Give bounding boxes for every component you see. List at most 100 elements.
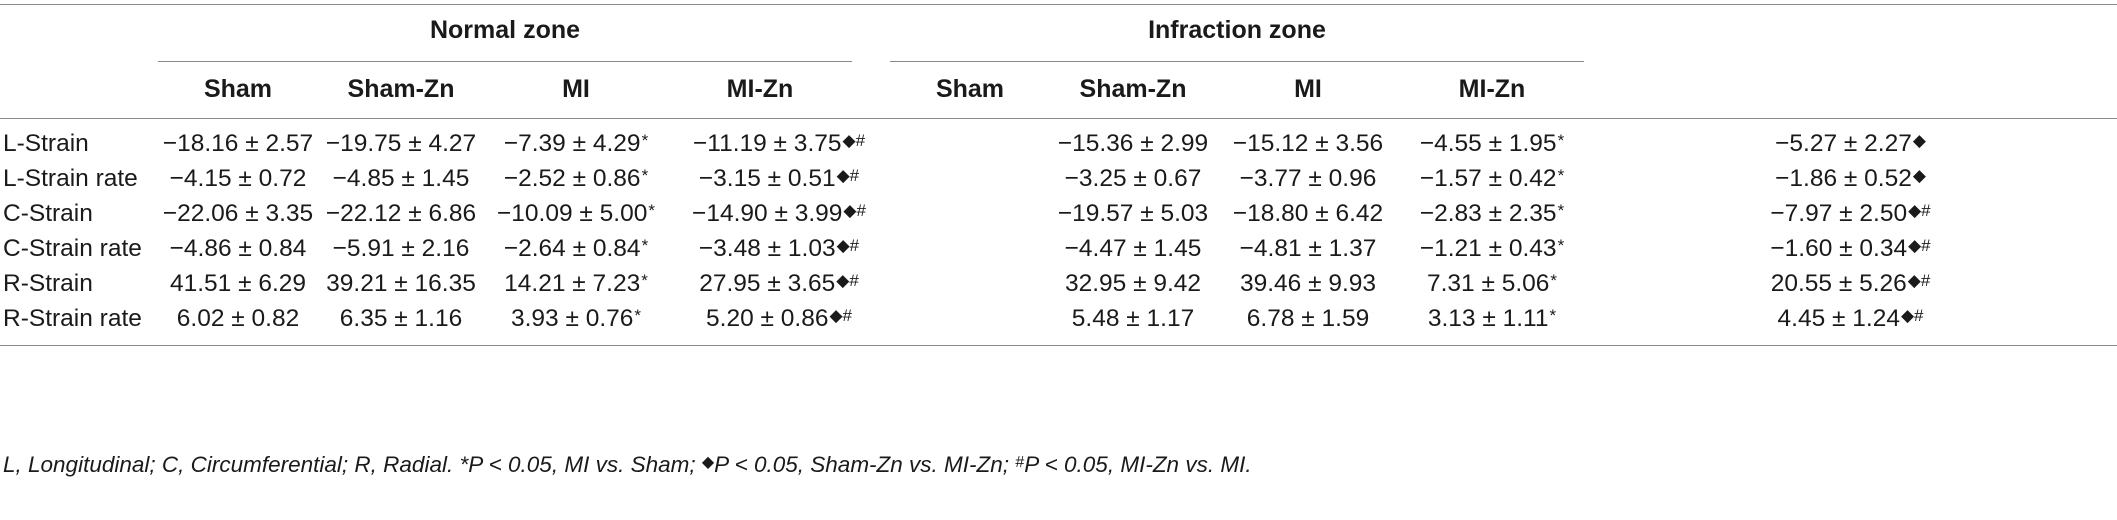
cell-value: 39.46 ± 9.93 xyxy=(1239,269,1377,297)
significance-mark: ◆# xyxy=(843,200,866,220)
table-cell: −18.16 ± 2.57 xyxy=(158,126,318,161)
table-cell: −4.47 ± 1.45 xyxy=(1050,231,1216,266)
cell-value: 27.95 ± 3.65 xyxy=(699,269,836,297)
row-label: C-Strain xyxy=(3,199,93,227)
cell-value: 6.02 ± 0.82 xyxy=(176,304,300,332)
significance-mark: * xyxy=(648,200,655,220)
group-header-normal-zone: Normal zone xyxy=(429,16,581,44)
table-cell: −15.36 ± 2.99 xyxy=(1050,126,1216,161)
table-cell: −18.80 ± 6.42 xyxy=(1216,196,1400,231)
infraction-zone-underline xyxy=(890,61,1584,62)
table-cell: 20.55 ± 5.26◆# xyxy=(1584,266,2117,301)
top-rule xyxy=(0,4,2117,5)
significance-mark: ◆# xyxy=(836,165,860,185)
cell-value: −22.06 ± 3.35 xyxy=(162,199,314,227)
significance-mark: ◆# xyxy=(1908,235,1931,255)
table-row: L-Strain rate −4.15 ± 0.72 −4.85 ± 1.45 −2.… xyxy=(0,161,2117,196)
column-header-mi-zn: MI-Zn xyxy=(1458,75,1526,103)
table-cell: −3.25 ± 0.67 xyxy=(1050,161,1216,196)
table-cell: −1.57 ± 0.42* xyxy=(1400,161,1584,196)
table-cell: −4.55 ± 1.95* xyxy=(1400,126,1584,161)
column-header-sham-zn: Sham-Zn xyxy=(347,75,455,103)
table-cell: 39.21 ± 16.35 xyxy=(318,266,484,301)
row-label: R-Strain rate xyxy=(3,304,142,332)
header-bottom-rule xyxy=(0,118,2117,119)
table-cell: 6.35 ± 1.16 xyxy=(318,301,484,336)
cell-value: −14.90 ± 3.99 xyxy=(692,199,843,227)
table-cell: −2.64 ± 0.84* xyxy=(484,231,668,266)
table-cell: −3.77 ± 0.96 xyxy=(1216,161,1400,196)
table-cell: 4.45 ± 1.24◆# xyxy=(1584,301,2117,336)
cell-value: 6.78 ± 1.59 xyxy=(1246,304,1370,332)
cell-value: 20.55 ± 5.26 xyxy=(1770,269,1907,297)
cell-value: −4.86 ± 0.84 xyxy=(169,234,307,262)
table-cell: −1.60 ± 0.34◆# xyxy=(1584,231,2117,266)
column-gap xyxy=(890,301,1050,336)
column-header-sham: Sham xyxy=(935,75,1005,103)
column-header-mi: MI xyxy=(1294,75,1322,103)
table-cell: −2.52 ± 0.86* xyxy=(484,161,668,196)
table-footnote: L, Longitudinal; C, Circumferential; R, … xyxy=(3,452,1252,478)
column-gap xyxy=(890,161,1050,196)
cell-value: −19.57 ± 5.03 xyxy=(1057,199,1209,227)
column-gap xyxy=(890,266,1050,301)
table-cell: −3.15 ± 0.51◆# xyxy=(668,161,890,196)
cell-value: 3.13 ± 1.11 xyxy=(1427,304,1549,332)
cell-value: −15.12 ± 3.56 xyxy=(1232,129,1384,157)
cell-value: −18.80 ± 6.42 xyxy=(1232,199,1384,227)
table-cell: −19.75 ± 4.27 xyxy=(318,126,484,161)
cell-value: −3.77 ± 0.96 xyxy=(1239,164,1377,192)
table-cell: 5.48 ± 1.17 xyxy=(1050,301,1216,336)
table-cell: −14.90 ± 3.99◆# xyxy=(668,196,890,231)
table-cell: −19.57 ± 5.03 xyxy=(1050,196,1216,231)
cell-value: 5.20 ± 0.86 xyxy=(706,304,829,332)
significance-mark: * xyxy=(641,130,649,150)
cell-value: 41.51 ± 6.29 xyxy=(169,269,307,297)
table-row: L-Strain −18.16 ± 2.57 −19.75 ± 4.27 −7.39 … xyxy=(0,126,2117,161)
cell-value: −18.16 ± 2.57 xyxy=(162,129,314,157)
cell-value: −11.19 ± 3.75 xyxy=(692,129,842,157)
cell-value: −4.47 ± 1.45 xyxy=(1064,234,1202,262)
significance-mark: * xyxy=(634,305,642,325)
cell-value: −19.75 ± 4.27 xyxy=(325,129,477,157)
footnote-mi-zn-vs-mi: P < 0.05, MI-Zn vs. MI. xyxy=(1024,452,1252,477)
significance-mark: * xyxy=(1557,165,1565,185)
cell-value: −4.55 ± 1.95 xyxy=(1419,129,1557,157)
cell-value: −4.81 ± 1.37 xyxy=(1239,234,1377,262)
table-cell: −2.83 ± 2.35* xyxy=(1400,196,1584,231)
table-cell: −5.27 ± 2.27◆ xyxy=(1584,126,2117,161)
table-cell: −4.81 ± 1.37 xyxy=(1216,231,1400,266)
table-cell: 41.51 ± 6.29 xyxy=(158,266,318,301)
hash-symbol: # xyxy=(1015,454,1025,471)
cell-value: 5.48 ± 1.17 xyxy=(1071,304,1195,332)
cell-value: −3.48 ± 1.03 xyxy=(698,234,836,262)
cell-value: 39.21 ± 16.35 xyxy=(326,269,476,297)
table-cell: −4.86 ± 0.84 xyxy=(158,231,318,266)
significance-mark: * xyxy=(641,165,649,185)
significance-mark: * xyxy=(641,270,648,290)
significance-mark: ◆# xyxy=(842,130,866,150)
cell-value: −1.57 ± 0.42 xyxy=(1419,164,1557,192)
significance-mark: * xyxy=(1557,130,1565,150)
table-cell: −7.39 ± 4.29* xyxy=(484,126,668,161)
table-cell: 39.46 ± 9.93 xyxy=(1216,266,1400,301)
significance-mark: * xyxy=(1549,305,1557,325)
table-cell: −4.85 ± 1.45 xyxy=(318,161,484,196)
data-table: L-Strain −18.16 ± 2.57 −19.75 ± 4.27 −7.39 … xyxy=(0,126,2117,336)
table-cell: 6.78 ± 1.59 xyxy=(1216,301,1400,336)
group-header-infraction-zone: Infraction zone xyxy=(1148,16,1326,44)
table-bottom-rule xyxy=(0,345,2117,346)
significance-mark: * xyxy=(1557,200,1565,220)
cell-value: −3.25 ± 0.67 xyxy=(1064,164,1202,192)
cell-value: −2.52 ± 0.86 xyxy=(503,164,641,192)
table-cell: 3.13 ± 1.11* xyxy=(1400,301,1584,336)
table-cell: 14.21 ± 7.23* xyxy=(484,266,668,301)
cell-value: −4.85 ± 1.45 xyxy=(332,164,470,192)
cell-value: 14.21 ± 7.23 xyxy=(504,269,641,297)
cell-value: 6.35 ± 1.16 xyxy=(339,304,463,332)
row-label: L-Strain rate xyxy=(3,164,138,192)
cell-value: −2.83 ± 2.35 xyxy=(1419,199,1557,227)
cell-value: −2.64 ± 0.84 xyxy=(503,234,641,262)
table-row: R-Strain rate 6.02 ± 0.82 6.35 ± 1.16 3.93 … xyxy=(0,301,2117,336)
significance-mark: ◆ xyxy=(1912,165,1926,185)
